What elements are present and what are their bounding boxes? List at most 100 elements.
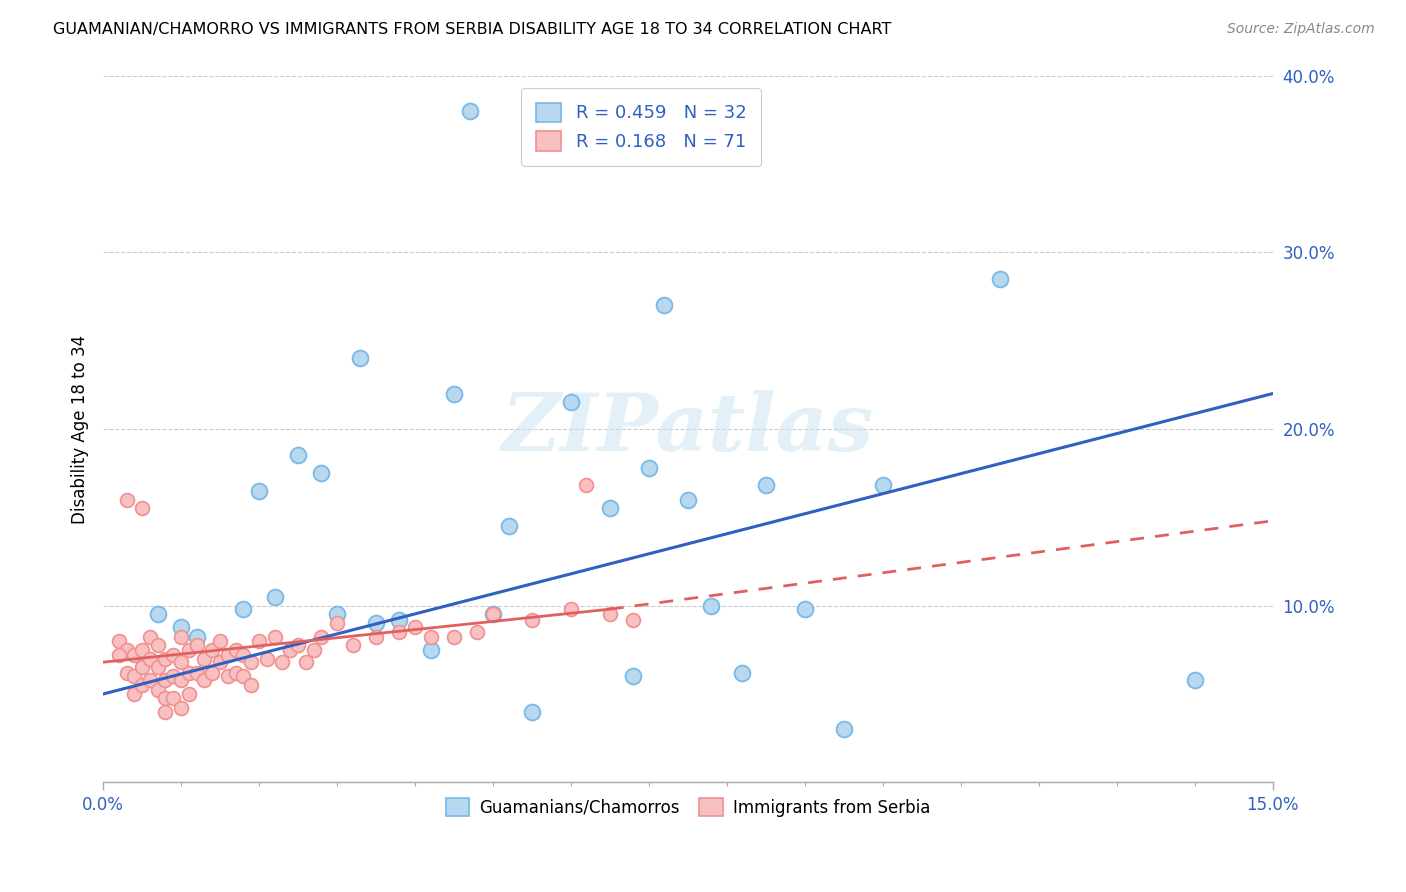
Point <box>162 648 184 662</box>
Point <box>124 669 146 683</box>
Point <box>560 602 582 616</box>
Point <box>388 625 411 640</box>
Point <box>232 669 254 683</box>
Point <box>139 673 162 687</box>
Text: GUAMANIAN/CHAMORRO VS IMMIGRANTS FROM SERBIA DISABILITY AGE 18 TO 34 CORRELATION: GUAMANIAN/CHAMORRO VS IMMIGRANTS FROM SE… <box>53 22 891 37</box>
Point <box>263 631 285 645</box>
Point <box>146 638 169 652</box>
Point <box>560 395 582 409</box>
Point <box>162 690 184 705</box>
Point <box>388 613 411 627</box>
Point <box>155 673 177 687</box>
Point <box>240 678 263 692</box>
Point <box>256 651 278 665</box>
Point <box>146 660 169 674</box>
Point <box>278 643 301 657</box>
Point <box>467 625 489 640</box>
Point <box>326 616 349 631</box>
Point <box>201 665 224 680</box>
Point <box>177 687 200 701</box>
Point <box>124 687 146 701</box>
Point <box>654 298 676 312</box>
Point <box>115 492 138 507</box>
Point <box>225 665 247 680</box>
Point <box>155 651 177 665</box>
Point <box>988 271 1011 285</box>
Y-axis label: Disability Age 18 to 34: Disability Age 18 to 34 <box>72 334 89 524</box>
Point <box>115 643 138 657</box>
Point <box>240 655 263 669</box>
Point <box>186 631 208 645</box>
Point <box>287 638 309 652</box>
Point <box>364 616 387 631</box>
Point <box>124 648 146 662</box>
Point <box>177 665 200 680</box>
Point <box>217 648 239 662</box>
Point <box>170 655 193 669</box>
Point <box>520 705 543 719</box>
Point <box>637 460 659 475</box>
Point <box>287 449 309 463</box>
Point <box>139 631 162 645</box>
Point <box>193 673 215 687</box>
Point <box>342 638 364 652</box>
Point <box>209 655 232 669</box>
Point <box>225 643 247 657</box>
Point <box>419 631 441 645</box>
Point <box>755 478 778 492</box>
Point <box>107 648 129 662</box>
Point <box>131 678 153 692</box>
Point <box>170 701 193 715</box>
Point <box>155 705 177 719</box>
Point <box>599 607 621 622</box>
Point <box>247 634 270 648</box>
Point <box>232 648 254 662</box>
Point <box>131 501 153 516</box>
Point <box>700 599 723 613</box>
Legend: Guamanians/Chamorros, Immigrants from Serbia: Guamanians/Chamorros, Immigrants from Se… <box>437 789 938 825</box>
Point <box>201 643 224 657</box>
Point <box>295 655 318 669</box>
Text: ZIPatlas: ZIPatlas <box>502 390 875 467</box>
Point <box>311 466 333 480</box>
Point <box>107 634 129 648</box>
Point <box>155 690 177 705</box>
Point <box>146 607 169 622</box>
Point <box>621 613 644 627</box>
Point <box>232 602 254 616</box>
Point <box>1184 673 1206 687</box>
Point <box>115 665 138 680</box>
Point <box>621 669 644 683</box>
Point <box>139 651 162 665</box>
Point <box>311 631 333 645</box>
Point <box>364 631 387 645</box>
Point <box>404 620 426 634</box>
Point <box>170 673 193 687</box>
Point <box>419 643 441 657</box>
Point <box>131 643 153 657</box>
Point <box>498 519 520 533</box>
Point <box>599 501 621 516</box>
Text: Source: ZipAtlas.com: Source: ZipAtlas.com <box>1227 22 1375 37</box>
Point <box>263 590 285 604</box>
Point <box>271 655 294 669</box>
Point <box>177 643 200 657</box>
Point <box>482 607 505 622</box>
Point <box>162 669 184 683</box>
Point <box>676 492 699 507</box>
Point <box>131 660 153 674</box>
Point <box>520 613 543 627</box>
Point <box>731 665 754 680</box>
Point <box>186 638 208 652</box>
Point <box>443 631 465 645</box>
Point <box>793 602 815 616</box>
Point <box>458 103 481 118</box>
Point <box>193 651 215 665</box>
Point <box>170 631 193 645</box>
Point <box>832 723 855 737</box>
Point <box>209 634 232 648</box>
Point <box>247 483 270 498</box>
Point <box>443 386 465 401</box>
Point <box>326 607 349 622</box>
Point <box>302 643 325 657</box>
